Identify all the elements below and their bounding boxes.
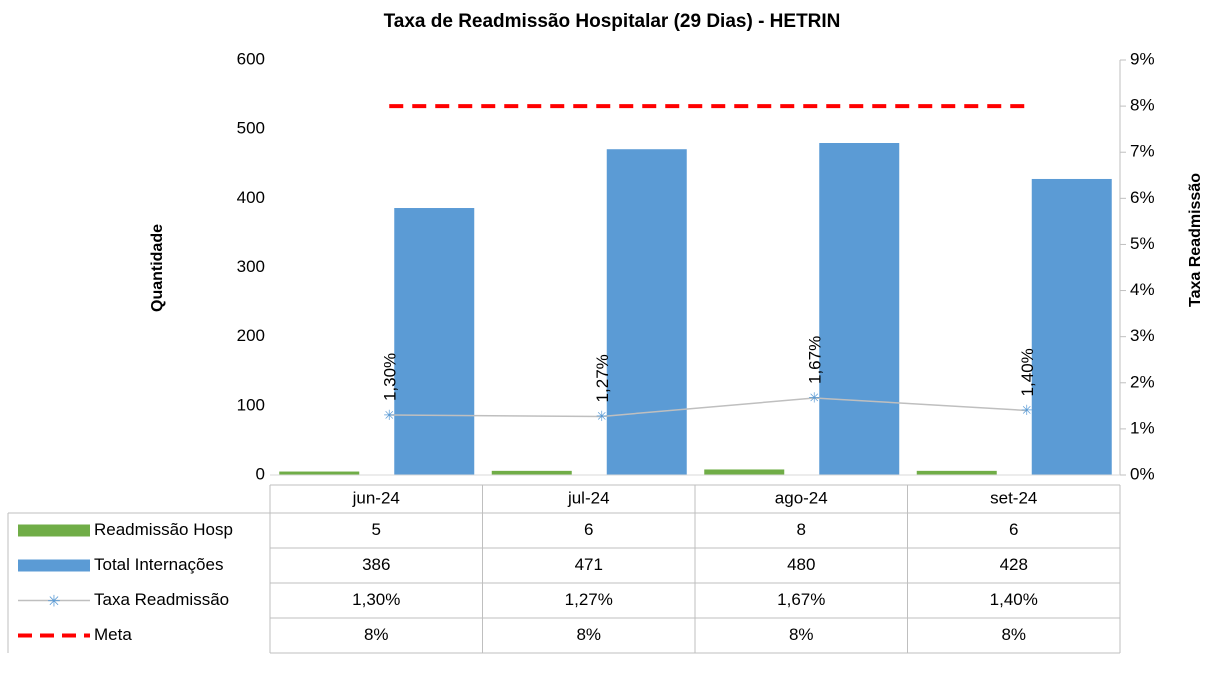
bar xyxy=(916,470,997,475)
y2-tick-label: 1% xyxy=(1130,418,1155,437)
x-tick-label: ago-24 xyxy=(775,488,828,507)
y-tick-label: 200 xyxy=(237,326,265,345)
data-label: 1,27% xyxy=(593,354,612,402)
y-axis-label: Quantidade xyxy=(149,224,166,312)
y-tick-label: 300 xyxy=(237,257,265,276)
table-cell: 8% xyxy=(364,625,389,644)
table-cell: 1,40% xyxy=(990,590,1038,609)
table-cell: 1,30% xyxy=(352,590,400,609)
x-tick-label: jun-24 xyxy=(352,488,400,507)
y2-tick-label: 0% xyxy=(1130,464,1155,483)
data-label: 1,30% xyxy=(381,353,400,401)
y2-tick-label: 3% xyxy=(1130,326,1155,345)
y-tick-label: 400 xyxy=(237,188,265,207)
bar xyxy=(394,208,475,475)
legend-label: Total Internações xyxy=(94,555,223,574)
bar xyxy=(279,471,360,475)
table-cell: 428 xyxy=(1000,555,1028,574)
bar xyxy=(1031,178,1112,475)
legend-label: Taxa Readmissão xyxy=(94,590,229,609)
table-cell: 8 xyxy=(797,520,806,539)
y2-tick-label: 4% xyxy=(1130,280,1155,299)
table-cell: 6 xyxy=(1009,520,1018,539)
y2-tick-label: 2% xyxy=(1130,372,1155,391)
table-cell: 5 xyxy=(372,520,381,539)
bar xyxy=(491,470,572,475)
y-tick-label: 600 xyxy=(237,49,265,68)
legend-key xyxy=(18,524,90,537)
legend-label: Readmissão Hosp xyxy=(94,520,233,539)
table-cell: 1,27% xyxy=(565,590,613,609)
x-tick-label: jul-24 xyxy=(567,488,610,507)
table-cell: 8% xyxy=(789,625,814,644)
table-cell: 386 xyxy=(362,555,390,574)
y2-tick-label: 8% xyxy=(1130,96,1155,115)
table-cell: 1,67% xyxy=(777,590,825,609)
marker: ✳ xyxy=(383,407,395,423)
table-cell: 8% xyxy=(576,625,601,644)
y2-tick-label: 6% xyxy=(1130,188,1155,207)
table-cell: 471 xyxy=(575,555,603,574)
y2-tick-label: 5% xyxy=(1130,234,1155,253)
table-cell: 8% xyxy=(1001,625,1026,644)
bar xyxy=(819,143,900,475)
chart-title: Taxa de Readmissão Hospitalar (29 Dias) … xyxy=(384,11,841,32)
y-tick-label: 100 xyxy=(237,395,265,414)
table-cell: 480 xyxy=(787,555,815,574)
line xyxy=(389,397,1027,418)
bar xyxy=(606,149,687,475)
y-tick-label: 500 xyxy=(237,119,265,138)
data-label: 1,40% xyxy=(1018,348,1037,396)
legend-marker: ✳ xyxy=(47,594,60,611)
y-tick-label: 0 xyxy=(256,464,265,483)
y2-tick-label: 7% xyxy=(1130,142,1155,161)
data-label: 1,67% xyxy=(806,336,825,384)
y2-axis-label: Taxa Readmissão xyxy=(1187,173,1204,307)
marker: ✳ xyxy=(596,408,608,424)
y2-tick-label: 9% xyxy=(1130,49,1155,68)
legend-label: Meta xyxy=(94,625,132,644)
marker: ✳ xyxy=(808,390,820,406)
table-cell: 6 xyxy=(584,520,593,539)
marker: ✳ xyxy=(1021,402,1033,418)
x-tick-label: set-24 xyxy=(990,488,1037,507)
legend-key xyxy=(18,559,90,572)
bar xyxy=(704,469,785,475)
